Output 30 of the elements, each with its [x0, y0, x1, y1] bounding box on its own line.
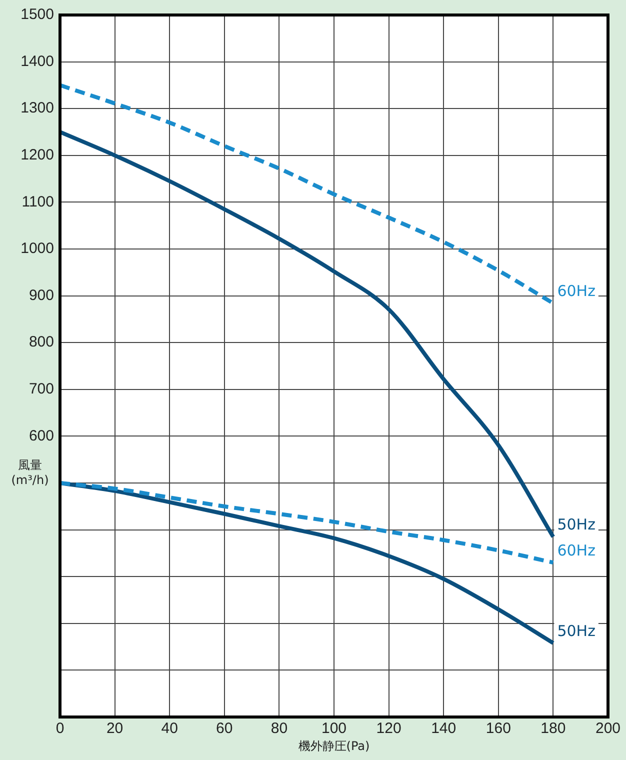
y-tick-label: 1400 [20, 52, 54, 70]
x-tick-label: 140 [431, 720, 456, 738]
x-tick-label: 80 [270, 720, 288, 738]
y-tick-label: 800 [28, 334, 54, 351]
x-tick-label: 120 [376, 720, 402, 738]
line-series [60, 481, 556, 565]
y-tick-label: 900 [28, 286, 54, 304]
x-tick-label: 20 [106, 720, 124, 738]
x-tick-label: 100 [321, 720, 347, 738]
series-label: 60Hz [557, 541, 596, 560]
y-axis-title: 風量(m³/h) [10, 458, 50, 488]
x-tick-label: 180 [540, 720, 566, 738]
series-label: 50Hz [557, 622, 596, 640]
y-tick-label: 1200 [20, 146, 54, 164]
x-tick-label: 160 [486, 720, 511, 738]
line-series [60, 130, 556, 539]
x-tick-label: 40 [161, 720, 178, 738]
y-tick-label: 600 [28, 427, 54, 444]
x-axis-title: 機外静圧(Pa) [297, 738, 371, 755]
line-series [60, 481, 556, 646]
y-tick-label: 1500 [20, 6, 54, 24]
y-tick-label: 700 [28, 380, 54, 398]
y-tick-label: 1000 [20, 240, 54, 258]
y-tick-label: 1100 [22, 193, 54, 210]
x-tick-label: 0 [56, 720, 64, 738]
series-label: 60Hz [557, 282, 596, 300]
y-tick-label: 1300 [20, 100, 54, 117]
series-label: 50Hz [557, 516, 596, 534]
x-tick-label: 200 [595, 720, 621, 738]
x-tick-label: 60 [216, 720, 233, 738]
